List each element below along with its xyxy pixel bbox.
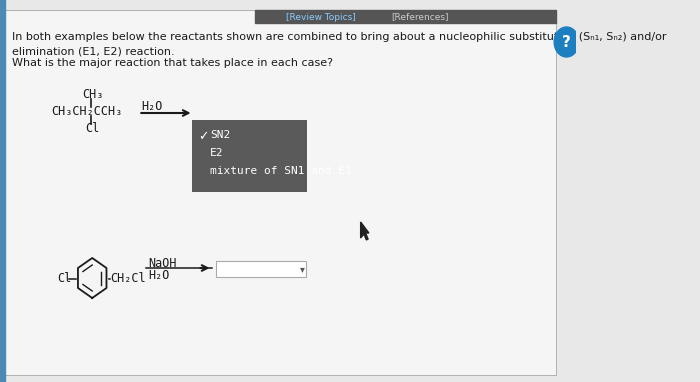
Circle shape (554, 27, 579, 57)
Text: [Review Topics]: [Review Topics] (286, 13, 356, 21)
Text: ▾: ▾ (300, 264, 304, 274)
Bar (216, 261, 307, 277)
Text: CH₃: CH₃ (83, 88, 104, 101)
Text: Cl: Cl (85, 122, 100, 135)
Text: What is the major reaction that takes place in each case?: What is the major reaction that takes pl… (13, 58, 333, 68)
Text: H₂O: H₂O (148, 269, 169, 282)
Text: ?: ? (562, 34, 571, 50)
Text: elimination (E1, E2) reaction.: elimination (E1, E2) reaction. (13, 46, 175, 56)
Polygon shape (360, 222, 369, 240)
Text: In both examples below the reactants shown are combined to bring about a nucleop: In both examples below the reactants sho… (13, 32, 667, 42)
Text: CH₃CH₂CCH₃: CH₃CH₂CCH₃ (51, 105, 122, 118)
Bar (192, 120, 307, 192)
Text: ✓: ✓ (198, 130, 209, 143)
Text: [References]: [References] (391, 13, 449, 21)
Text: mixture of SN1 and E1: mixture of SN1 and E1 (210, 166, 351, 176)
Text: SN2: SN2 (210, 130, 230, 140)
Text: Cl: Cl (57, 272, 72, 285)
Text: NaOH: NaOH (148, 257, 176, 270)
Bar (256, 10, 556, 23)
Text: CH₂Cl: CH₂Cl (111, 272, 146, 285)
Text: H₂O: H₂O (141, 100, 163, 113)
Bar (0, 0, 5, 382)
Text: E2: E2 (210, 148, 223, 158)
